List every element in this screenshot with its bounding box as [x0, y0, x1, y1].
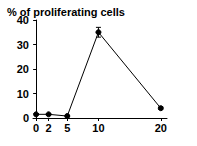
svg-text:2: 2 — [46, 122, 52, 134]
svg-text:30: 30 — [17, 39, 29, 51]
svg-text:20: 20 — [17, 63, 29, 75]
svg-text:40: 40 — [16, 14, 29, 26]
svg-text:20: 20 — [155, 122, 167, 134]
svg-text:10: 10 — [17, 88, 29, 100]
svg-text:0: 0 — [23, 112, 29, 124]
svg-text:10: 10 — [92, 122, 104, 134]
svg-text:% of proliferating cells: % of proliferating cells — [7, 6, 125, 18]
svg-text:5: 5 — [64, 122, 70, 134]
svg-text:0: 0 — [33, 122, 39, 134]
